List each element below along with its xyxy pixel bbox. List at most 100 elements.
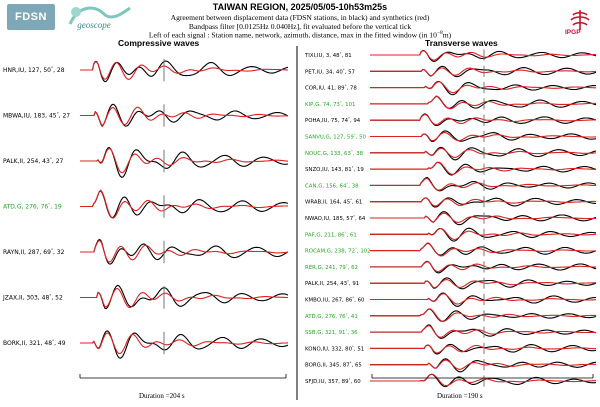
station-label: PALK,II, 254, 43°, 27 <box>3 157 64 165</box>
station-distance: 89 <box>338 86 345 92</box>
ipgp-logo-text: IPGP <box>565 29 581 36</box>
station-name: RAYN,II, 287, <box>3 249 43 256</box>
synthetic-waveform <box>370 212 597 223</box>
station-name: SSB,G, 321, <box>305 330 339 336</box>
station-distance: 76 <box>339 314 346 320</box>
station-distance: 43 <box>340 281 347 287</box>
station-max: , 101 <box>342 102 356 108</box>
transverse-station-row: NOUC,G, 133, 63°, 38 <box>305 146 597 161</box>
transverse-station-row: COR,IU, 41, 89°, 78 <box>305 80 597 96</box>
station-max: , 51 <box>354 346 364 352</box>
station-name: BORG,II, 345, <box>305 363 343 369</box>
transverse-station-row: ATD,G, 276, 76°, 41 <box>305 308 597 322</box>
synthetic-waveform <box>370 114 596 126</box>
compressive-station-row: RAYN,II, 287, 69°, 32 <box>3 238 289 265</box>
station-distance: 86 <box>345 298 352 304</box>
station-distance: 50 <box>43 67 51 74</box>
compressive-station-row: JZAX,II, 303, 48°, 52 <box>2 284 289 310</box>
station-distance: 74 <box>341 118 348 124</box>
transverse-panel-title: Transverse waves <box>425 38 498 48</box>
station-name: SFJD,IU, 357, <box>305 379 342 385</box>
station-name: POHA,IU, 75, <box>305 118 341 124</box>
station-label: SSB,G, 321, 91°, 36 <box>305 328 358 336</box>
station-max: , 27 <box>59 113 71 120</box>
observed-waveform <box>370 50 597 62</box>
synthetic-waveform <box>370 132 596 142</box>
synthetic-waveform <box>370 308 596 322</box>
transverse-duration-label: Duration =190 s <box>437 392 483 400</box>
synthetic-waveform <box>370 81 596 94</box>
degree-mark: ° <box>348 116 350 121</box>
degree-mark: ° <box>347 279 349 284</box>
synthetic-waveform <box>370 279 596 289</box>
degree-mark: ° <box>50 157 52 162</box>
station-name: CAN,G, 156, <box>305 183 340 189</box>
synthetic-waveform <box>370 161 596 175</box>
transverse-station-row: PAF,G, 211, 86°, 61 <box>305 227 597 242</box>
station-name: TIXI,IU, 3, <box>304 53 333 59</box>
station-label: BORG,II, 345, 87°, 65 <box>305 361 362 369</box>
station-distance: 86 <box>338 232 345 238</box>
transverse-waves-panel: TIXI,IU, 3, 48°, 81 PET,IU, 34, 40°, 57 CO… <box>304 49 597 388</box>
degree-mark: ° <box>354 133 356 138</box>
station-name: PAF,G, 211, <box>305 232 338 238</box>
station-label: ATD,G, 276, 76°, 19 <box>3 203 62 211</box>
station-label: BORK,II, 321, 48°, 49 <box>3 339 66 347</box>
degree-mark: ° <box>51 248 53 253</box>
station-distance: 73 <box>333 102 340 108</box>
station-label: PET,IU, 34, 40°, 57 <box>305 67 355 75</box>
station-name: COR,IU, 41, <box>305 86 338 92</box>
station-label: COR,IU, 41, 89°, 78 <box>305 84 357 92</box>
station-max: , 61 <box>346 232 356 238</box>
station-max: , 61 <box>352 200 362 206</box>
degree-mark: ° <box>345 84 347 89</box>
header-line-3-text: Left of each signal : Station name, netw… <box>148 30 437 40</box>
synthetic-waveform <box>370 50 596 61</box>
station-max: , 62 <box>348 265 358 271</box>
transverse-station-row: TIXI,IU, 3, 48°, 81 <box>304 49 597 62</box>
station-name: ROCAM,G, 238, <box>305 249 348 255</box>
synthetic-waveform <box>370 177 596 191</box>
station-max: , 49 <box>54 340 66 347</box>
station-name: KONO,IU, 332, <box>305 346 345 352</box>
station-distance: 89 <box>342 379 349 385</box>
degree-mark: ° <box>350 361 352 366</box>
station-name: PET,IU, 34, <box>305 69 336 75</box>
station-name: BORK,II, 321, <box>3 340 44 347</box>
station-label: PALK,II, 254, 43°, 91 <box>305 279 359 287</box>
station-distance: 48 <box>333 53 340 59</box>
synthetic-waveform <box>370 359 596 370</box>
station-label: WRAB,II, 164, 45°, 61 <box>305 198 362 206</box>
degree-mark: ° <box>49 294 51 299</box>
station-max: , 36 <box>347 330 358 336</box>
compressive-duration-label: Duration =204 s <box>139 392 185 400</box>
synthetic-waveform <box>370 147 597 158</box>
degree-mark: ° <box>351 149 353 154</box>
station-name: NOUC,G, 133, <box>305 151 344 157</box>
station-name: NWAO,IU, 185, <box>305 216 346 222</box>
station-max: , 38 <box>353 151 364 157</box>
station-max: , 57 <box>345 69 355 75</box>
station-distance: 45 <box>49 113 57 120</box>
compressive-station-row: HNR,IU, 127, 50°, 28 <box>3 58 289 83</box>
synthetic-waveform <box>80 332 289 355</box>
degree-mark: ° <box>350 198 352 203</box>
station-label: KMBO,IU, 267, 86°, 60 <box>305 296 365 304</box>
synthetic-waveform <box>80 106 289 127</box>
header-line-3-exponent: −8 <box>436 30 443 36</box>
synthetic-waveform <box>370 344 597 354</box>
station-label: NWAO,IU, 185, 57°, 64 <box>305 214 366 222</box>
synthetic-waveform <box>370 95 596 110</box>
transverse-station-row: BORG,II, 345, 87°, 65 <box>305 358 597 373</box>
station-name: RER,G, 241, <box>305 265 339 271</box>
transverse-station-row: PALK,II, 254, 43°, 91 <box>305 277 597 290</box>
station-label: ATD,G, 276, 76°, 41 <box>305 312 358 320</box>
station-max: , 91 <box>349 281 359 287</box>
station-name: SNZO,IU, 143, <box>305 167 345 173</box>
compressive-station-row: MBWA,IU, 183, 45°, 27 <box>3 103 289 128</box>
geoscope-logo-text: geoscope <box>77 20 111 30</box>
station-name: ATD,G, 276, <box>3 204 41 211</box>
station-name: MBWA,IU, 183, <box>3 113 49 120</box>
compressive-station-row: ATD,G, 276, 76°, 19 <box>3 189 289 219</box>
